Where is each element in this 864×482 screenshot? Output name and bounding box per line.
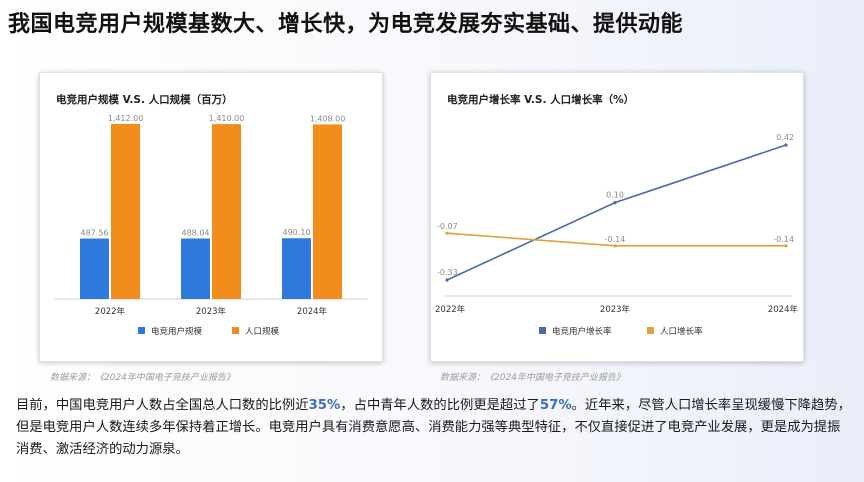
data-label-population-growth-2: -0.14 xyxy=(773,235,794,244)
legend-label-population: 人口规模 xyxy=(245,326,280,337)
page-title: 我国电竞用户规模基数大、增长快，为电竞发展夯实基础、提供动能 xyxy=(8,12,684,37)
data-label-population-2: 1,408.00 xyxy=(310,114,346,123)
legend-swatch-population xyxy=(232,327,239,334)
summary-text-1: 目前，中国电竞用户人数占全国总人口数的比例近 xyxy=(16,398,309,413)
summary-text-3: 。近年来，尽管人口增长率呈现缓慢下降趋势，但是电竞用户人数连续多年保持着正增长。… xyxy=(16,398,851,457)
bar-population-2 xyxy=(313,124,342,299)
line-chart-panel: 电竞用户增长率 V.S. 人口增长率（%） -0.33 0.10 0.42 -0.07 -… xyxy=(430,72,804,362)
bar-users-2 xyxy=(282,238,311,299)
summary-text-2: ，占中青年人数的比例更是超过了 xyxy=(340,398,540,413)
point-users-growth-0 xyxy=(445,278,449,282)
legend-label-users: 电竞用户规模 xyxy=(151,326,203,337)
chart-title: 电竞用户增长率 V.S. 人口增长率（%） xyxy=(447,93,634,106)
line-chart-source: 数据来源：《2024年中国电子竞技产业报告》 xyxy=(440,373,625,383)
bar-chart-source: 数据来源：《2024年中国电子竞技产业报告》 xyxy=(50,373,235,383)
data-label-users-growth-0: -0.33 xyxy=(437,268,458,277)
data-label-users-1: 488.04 xyxy=(182,228,210,237)
data-label-users-growth-1: 0.10 xyxy=(606,191,624,200)
point-users-growth-2 xyxy=(784,143,788,147)
bar-population-1 xyxy=(212,124,241,299)
bar-chart-panel: 电竞用户规模 V.S. 人口规模（百万） 487.56 1,412.00 2022年 4… xyxy=(39,72,383,362)
bar-chart: 电竞用户规模 V.S. 人口规模（百万） 487.56 1,412.00 2022年 4… xyxy=(54,93,368,337)
point-population-growth-0 xyxy=(445,231,449,235)
highlight-35: 35% xyxy=(308,398,341,413)
legend-label-population-growth: 人口增长率 xyxy=(660,326,703,337)
data-label-users-2: 490.10 xyxy=(283,228,311,237)
series-line-users-growth xyxy=(446,144,787,281)
data-label-population-growth-1: -0.14 xyxy=(605,235,626,244)
data-label-users-0: 487.56 xyxy=(81,229,109,238)
data-label-users-growth-2: 0.42 xyxy=(776,133,794,142)
x-tick-label-1: 2023年 xyxy=(600,304,631,315)
x-tick-label-2: 2024年 xyxy=(297,306,328,317)
point-users-growth-1 xyxy=(613,201,617,205)
x-tick-label-0: 2022年 xyxy=(95,306,126,317)
summary-paragraph: 目前，中国电竞用户人数占全国总人口数的比例近35%，占中青年人数的比例更是超过了… xyxy=(16,395,852,461)
chart-title: 电竞用户规模 V.S. 人口规模（百万） xyxy=(56,93,233,106)
bar-users-0 xyxy=(80,238,109,299)
highlight-57: 57% xyxy=(539,398,572,413)
bar-users-1 xyxy=(181,238,210,299)
point-population-growth-2 xyxy=(784,244,788,248)
x-tick-label-2: 2024年 xyxy=(768,304,799,315)
legend-swatch-population-growth xyxy=(647,327,654,334)
line-chart: 电竞用户增长率 V.S. 人口增长率（%） -0.33 0.10 0.42 -0.07 -… xyxy=(435,93,799,337)
legend-swatch-users xyxy=(138,327,145,334)
bar-population-0 xyxy=(111,123,140,299)
data-label-population-1: 1,410.00 xyxy=(209,114,245,123)
legend-swatch-users-growth xyxy=(539,327,546,334)
data-label-population-growth-0: -0.07 xyxy=(437,222,458,231)
data-label-population-0: 1,412.00 xyxy=(108,114,144,123)
x-tick-label-1: 2023年 xyxy=(196,306,227,317)
x-tick-label-0: 2022年 xyxy=(435,304,466,315)
point-population-growth-1 xyxy=(613,244,617,248)
legend-label-users-growth: 电竞用户增长率 xyxy=(552,326,612,337)
